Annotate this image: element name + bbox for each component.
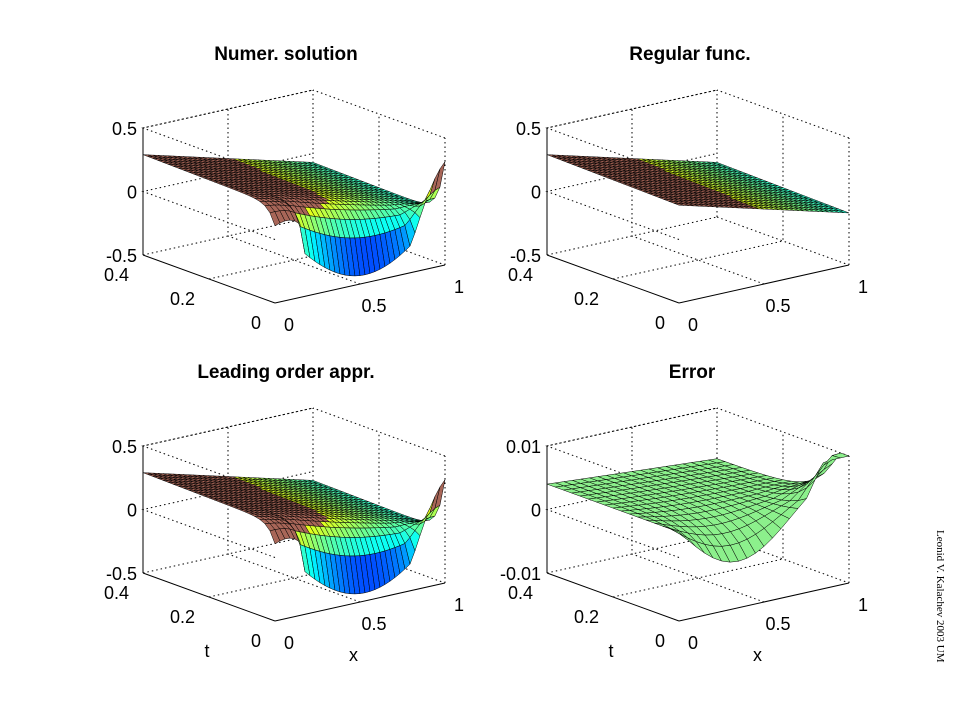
x-axis-label: x [753,645,762,665]
z-tick-label: 0.5 [112,119,137,139]
subplot-title: Error [669,362,716,383]
x-axis-label: x [349,645,358,665]
subplot-4: Error 0 0.5 1 0 0.2 0.4-0.01 0 0.01 x t [500,362,868,665]
t-tick-label: 0 [251,631,261,651]
subplot-title: Leading order appr. [197,362,374,383]
z-tick-label: 0 [531,501,541,521]
t-tick-label: 0 [251,313,261,333]
subplot-title: Numer. solution [214,44,358,65]
z-tick-label: -0.5 [510,246,541,266]
x-tick-label: 0 [688,633,698,653]
x-tick-label: 1 [858,595,868,615]
t-tick-label: 0.4 [104,583,129,603]
x-tick-label: 0 [688,315,698,335]
t-tick-label: 0 [655,631,665,651]
t-tick-label: 0 [655,313,665,333]
x-tick-label: 0.5 [361,614,386,634]
x-tick-label: 1 [454,277,464,297]
z-tick-label: 0 [531,183,541,203]
z-tick-label: 0.5 [516,119,541,139]
t-axis-label: t [608,641,613,661]
z-tick-label: -0.01 [500,564,541,584]
t-tick-label: 0.4 [508,583,533,603]
subplot-title: Regular func. [629,44,750,65]
t-tick-label: 0.2 [170,289,195,309]
z-tick-label: 0.5 [112,437,137,457]
x-tick-label: 0.5 [765,296,790,316]
x-tick-label: 0.5 [361,296,386,316]
figure: Numer. solution00.5100.20.4-0.500.5Regul… [0,0,960,720]
t-tick-label: 0.4 [104,265,129,285]
t-tick-label: 0.2 [574,289,599,309]
x-tick-label: 1 [454,595,464,615]
t-axis-label: t [204,641,209,661]
x-tick-label: 0.5 [765,614,790,634]
z-tick-label: -0.5 [106,246,137,266]
t-tick-label: 0.4 [508,265,533,285]
axis-box-line [717,217,849,265]
x-tick-label: 0 [284,315,294,335]
x-tick-label: 1 [858,277,868,297]
z-tick-label: 0 [127,183,137,203]
t-tick-label: 0.2 [574,607,599,627]
subplot-1: Numer. solution 0 0.5 1 0 0.2 0.4-0.5 0 0.5 [104,44,464,335]
z-tick-label: -0.5 [106,564,137,584]
t-tick-label: 0.2 [170,607,195,627]
subplot-3: Leading order appr.00.5100.20.4-0.500.5x… [104,362,464,665]
subplot-2: Regular func. 0 0.5 1 0 0.2 0.4-0.5 0 0.5 [508,44,868,335]
x-tick-label: 0 [284,633,294,653]
z-tick-label: 0 [127,501,137,521]
author-credit: Leonid V. Kalachev 2003 UM [930,530,948,700]
z-tick-label: 0.01 [506,437,541,457]
